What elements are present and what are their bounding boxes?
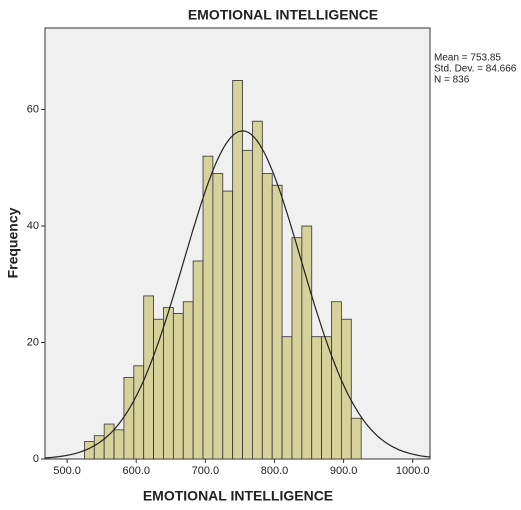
- bar: [271, 184, 283, 460]
- bar: [113, 429, 125, 460]
- bar: [301, 225, 313, 460]
- x-tick-label: 900.0: [330, 465, 358, 477]
- bar: [172, 312, 184, 460]
- bar: [242, 149, 253, 460]
- x-tick-label: 800.0: [261, 465, 289, 477]
- x-tick-label: 500.0: [53, 465, 81, 477]
- bar: [311, 336, 323, 460]
- bar: [192, 260, 204, 460]
- bar: [350, 417, 362, 460]
- bar: [232, 80, 243, 460]
- bar: [93, 435, 105, 460]
- stat-sd: Std. Dev. = 84.666: [434, 64, 517, 75]
- y-axis-title: Frequency: [5, 207, 21, 278]
- y-tick-label: 0: [33, 453, 39, 465]
- stat-mean: Mean = 753.85: [434, 53, 501, 64]
- bar: [321, 336, 332, 460]
- bar: [222, 190, 234, 460]
- x-tick-label: 1000.0: [396, 465, 430, 477]
- stat-n: N = 836: [434, 75, 470, 86]
- bar: [133, 365, 145, 460]
- bar: [281, 336, 293, 460]
- y-tick-label: 60: [27, 103, 39, 115]
- chart-title: EMOTIONAL INTELLIGENCE: [188, 7, 378, 23]
- y-tick-label: 40: [27, 220, 39, 232]
- bar: [103, 423, 115, 460]
- x-tick-label: 600.0: [122, 465, 150, 477]
- bar: [153, 318, 164, 460]
- bar: [252, 120, 263, 460]
- bar: [291, 237, 303, 460]
- bar: [212, 173, 224, 460]
- x-tick-label: 700.0: [192, 465, 220, 477]
- y-tick-label: 20: [27, 336, 39, 348]
- x-axis-title: EMOTIONAL INTELLIGENCE: [143, 488, 333, 504]
- bar: [163, 307, 174, 460]
- bar: [331, 301, 342, 460]
- bar: [202, 155, 214, 460]
- bar: [123, 377, 135, 460]
- bar: [261, 173, 273, 460]
- bar: [340, 318, 352, 460]
- normal-curve: [44, 130, 431, 459]
- bar: [182, 301, 194, 460]
